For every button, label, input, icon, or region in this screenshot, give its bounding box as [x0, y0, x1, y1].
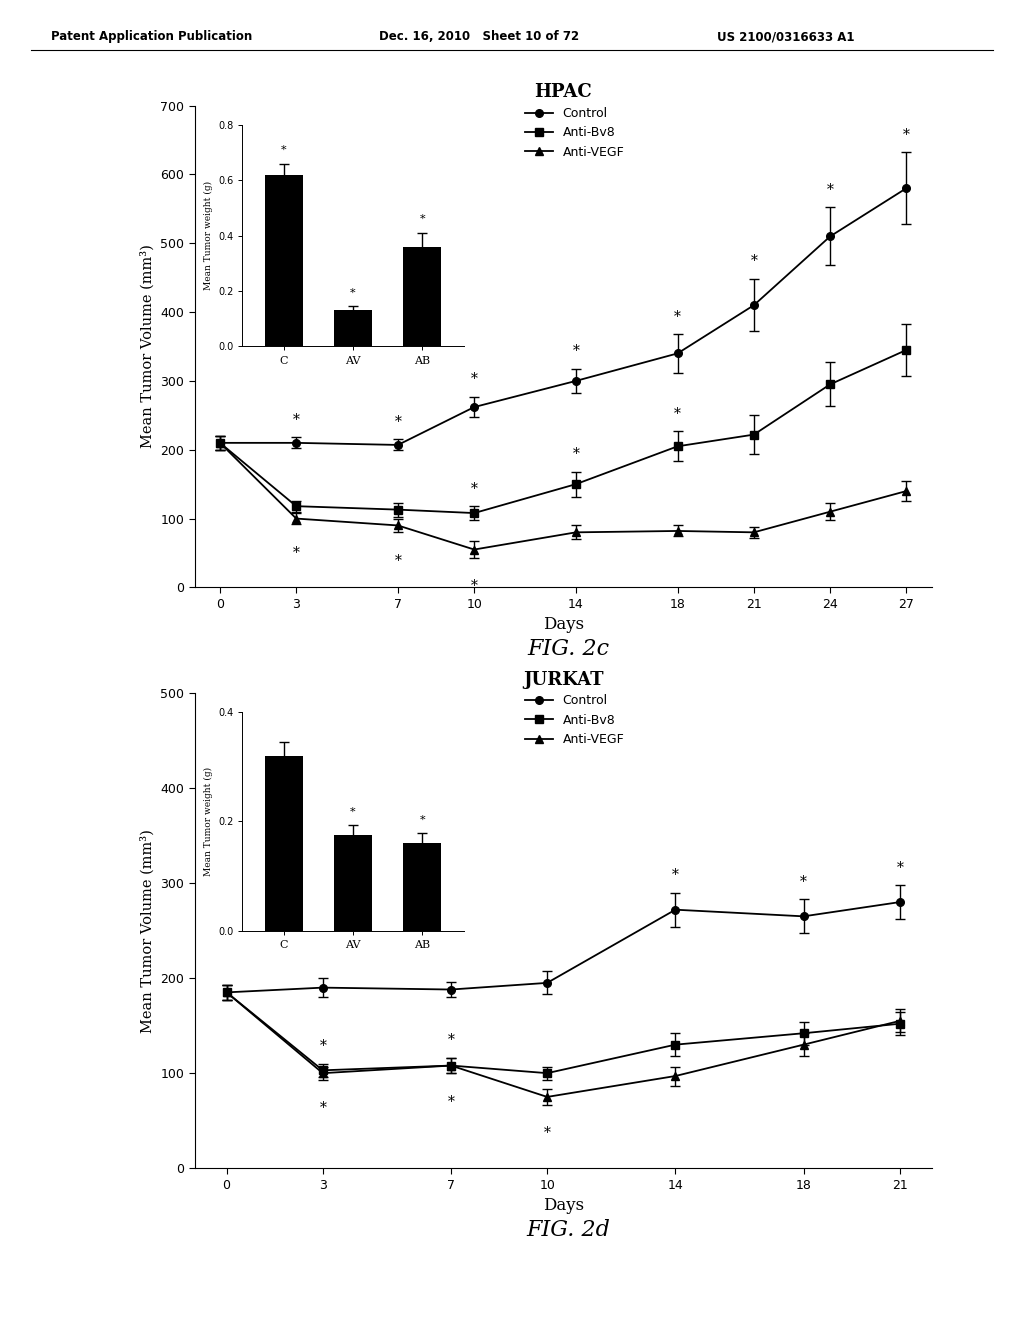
- Text: *: *: [471, 372, 477, 387]
- Text: US 2100/0316633 A1: US 2100/0316633 A1: [717, 30, 854, 44]
- Text: *: *: [751, 255, 758, 268]
- Text: *: *: [319, 1039, 327, 1053]
- X-axis label: Days: Days: [543, 616, 584, 634]
- Text: *: *: [674, 407, 681, 421]
- Legend: Control, Anti-Bv8, Anti-VEGF: Control, Anti-Bv8, Anti-VEGF: [525, 107, 625, 158]
- Text: *: *: [293, 545, 300, 560]
- Title: HPAC: HPAC: [535, 83, 592, 102]
- Text: Patent Application Publication: Patent Application Publication: [51, 30, 253, 44]
- Text: *: *: [394, 414, 401, 429]
- Text: *: *: [903, 128, 910, 141]
- Text: Dec. 16, 2010   Sheet 10 of 72: Dec. 16, 2010 Sheet 10 of 72: [379, 30, 579, 44]
- Text: FIG. 2d: FIG. 2d: [526, 1220, 610, 1241]
- Text: *: *: [293, 413, 300, 426]
- Text: *: *: [572, 447, 580, 461]
- Text: *: *: [672, 869, 679, 882]
- Text: *: *: [826, 183, 834, 197]
- Text: *: *: [471, 482, 477, 495]
- X-axis label: Days: Days: [543, 1197, 584, 1214]
- Text: *: *: [394, 554, 401, 568]
- Text: *: *: [544, 1126, 551, 1140]
- Text: FIG. 2c: FIG. 2c: [527, 639, 609, 660]
- Text: *: *: [471, 579, 477, 594]
- Text: *: *: [447, 1094, 455, 1109]
- Y-axis label: Mean Tumor Volume (mm³): Mean Tumor Volume (mm³): [140, 829, 155, 1032]
- Y-axis label: Mean Tumor Volume (mm³): Mean Tumor Volume (mm³): [140, 244, 155, 449]
- Text: *: *: [572, 345, 580, 358]
- Text: *: *: [800, 875, 807, 888]
- Title: JURKAT: JURKAT: [523, 671, 603, 689]
- Legend: Control, Anti-Bv8, Anti-VEGF: Control, Anti-Bv8, Anti-VEGF: [525, 694, 625, 746]
- Text: *: *: [896, 861, 903, 875]
- Text: *: *: [447, 1034, 455, 1048]
- Text: *: *: [319, 1101, 327, 1115]
- Text: *: *: [674, 309, 681, 323]
